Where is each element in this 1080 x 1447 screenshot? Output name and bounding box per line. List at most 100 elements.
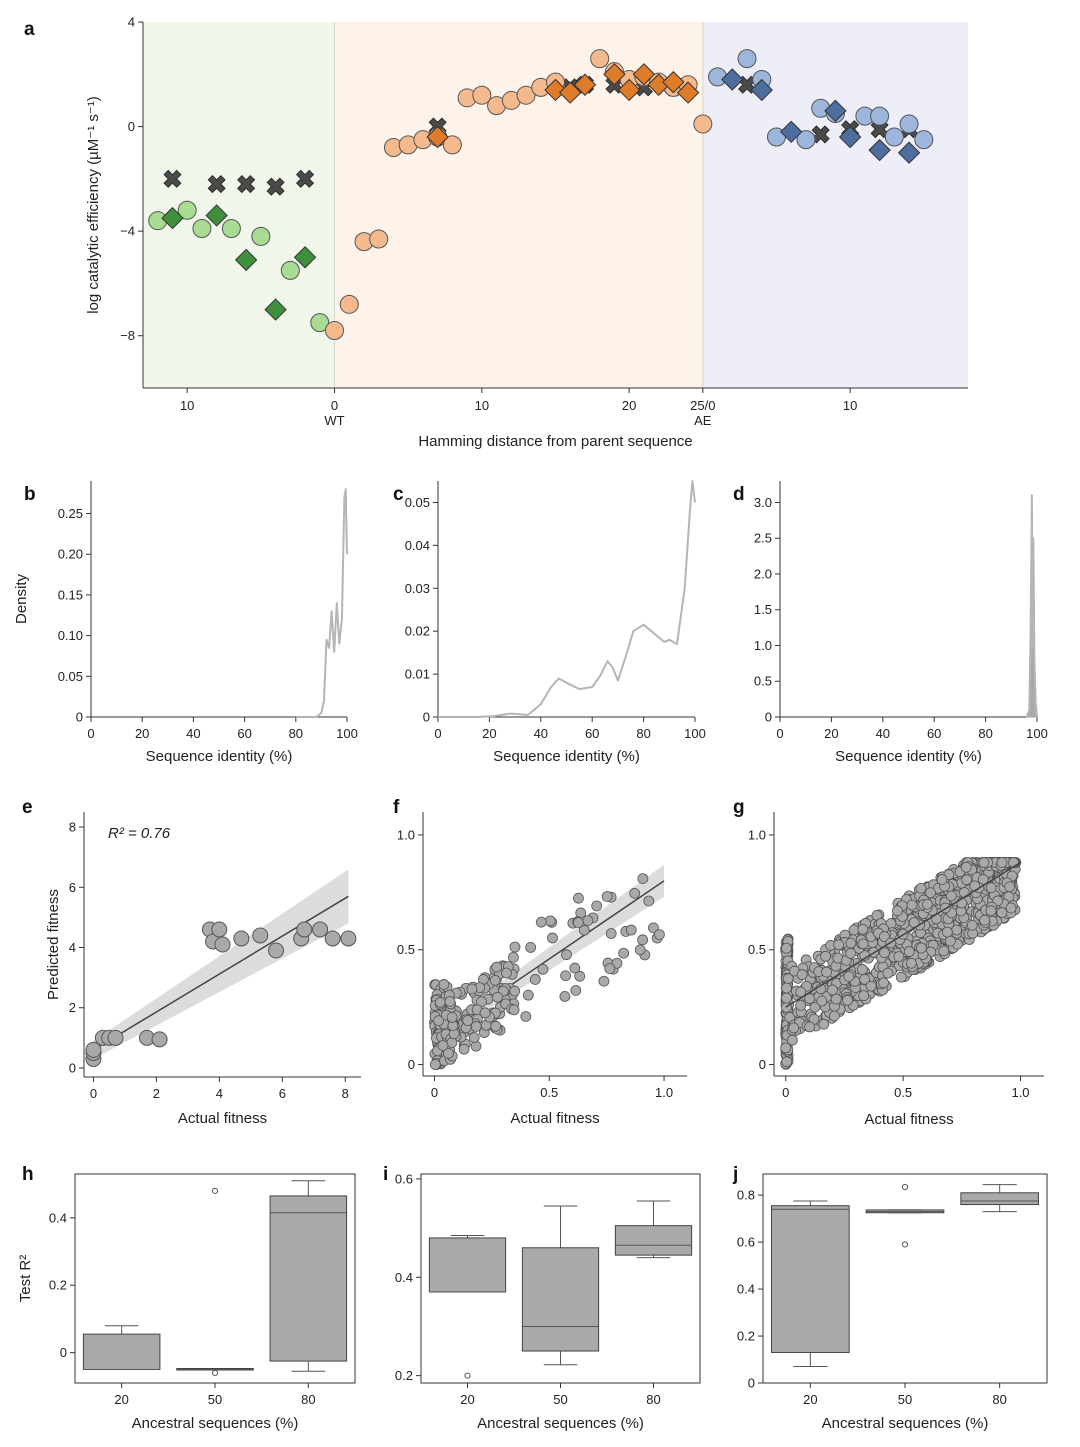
data-point-e — [151, 1031, 168, 1048]
x-tick-label-d: 80 — [978, 726, 992, 741]
data-point-g — [996, 907, 1008, 918]
data-point-f — [559, 990, 571, 1002]
x-tick-label-g: 1.0 — [1011, 1085, 1029, 1100]
data-point-f — [520, 1011, 532, 1022]
data-point-f — [629, 887, 641, 899]
data-point-f — [625, 924, 637, 936]
data-point-f — [598, 975, 610, 987]
y-tick-label-h: 0 — [60, 1345, 67, 1360]
point-diamond — [161, 206, 184, 230]
data-point-e — [252, 927, 269, 944]
y-tick-label-b: 0.05 — [58, 669, 83, 684]
data-point-f — [434, 997, 446, 1008]
data-point-f — [637, 873, 649, 885]
point-circle — [796, 130, 816, 150]
y-tick-label-j: 0.8 — [737, 1188, 755, 1203]
x-tick-label-b: 80 — [289, 726, 303, 741]
data-point-f — [637, 934, 649, 946]
data-point-f — [605, 928, 617, 939]
cross-shape — [737, 75, 757, 94]
data-point-g — [978, 857, 990, 868]
data-point-e — [312, 921, 329, 938]
x-tick-label-h: 50 — [208, 1392, 222, 1407]
x-tick-label-d: 20 — [824, 726, 838, 741]
data-point-g — [905, 957, 917, 969]
y-tick-label-c: 0.02 — [405, 624, 430, 639]
data-point-g — [804, 1021, 816, 1033]
panel-label-d: d — [733, 484, 745, 505]
x-tick-label-e: 2 — [153, 1086, 160, 1101]
data-point-f — [643, 895, 655, 907]
outlier-j — [901, 1183, 909, 1190]
data-point-f — [508, 1004, 520, 1016]
data-point-f — [574, 970, 586, 982]
x-tick-label-a: 25/0 — [690, 398, 715, 413]
point-diamond — [750, 78, 773, 102]
data-point-f — [429, 1059, 441, 1070]
x-tick-label-c: 20 — [482, 726, 496, 741]
point-diamond — [234, 248, 258, 272]
data-point-e — [107, 1029, 124, 1046]
y-tick-label-a: 0 — [128, 119, 135, 134]
x-tick-label-h: 80 — [301, 1392, 315, 1407]
y-tick-label-d: 1.0 — [754, 638, 772, 653]
data-point-f — [578, 924, 590, 936]
data-point-f — [547, 932, 558, 944]
x-tick-label-d: 40 — [876, 726, 890, 741]
data-point-f — [569, 962, 581, 974]
data-point-g — [796, 969, 808, 981]
point-cross — [237, 175, 256, 194]
x-tick-label-c: 0 — [434, 726, 441, 741]
data-point-g — [842, 994, 853, 1006]
data-point-g — [858, 990, 869, 1002]
x-axis-label-j: Ancestral sequences (%) — [822, 1415, 989, 1432]
data-point-f — [438, 979, 450, 990]
data-point-f — [458, 1043, 470, 1055]
point-circle — [914, 130, 934, 150]
data-point-g — [893, 951, 905, 962]
y-axis-label-h: Test R² — [17, 1255, 34, 1303]
data-point-f — [525, 942, 537, 953]
point-diamond — [838, 125, 862, 149]
data-point-f — [573, 892, 584, 904]
x-tick-label-e: 6 — [279, 1086, 286, 1101]
point-diamond — [426, 125, 449, 149]
point-circle — [472, 85, 492, 105]
box-j — [960, 1192, 1039, 1206]
data-point-f — [509, 941, 521, 953]
data-point-e — [268, 942, 285, 959]
data-point-g — [828, 1010, 840, 1022]
data-point-f — [462, 1015, 474, 1026]
point-circle — [192, 219, 212, 239]
x-tick-label-d: 100 — [1026, 726, 1048, 741]
data-point-f — [611, 957, 623, 969]
y-tick-label-i: 0.6 — [395, 1171, 413, 1186]
x-tick-label-f: 0.5 — [540, 1085, 558, 1100]
point-circle — [693, 114, 713, 134]
data-point-f — [572, 917, 584, 928]
y-tick-label-d: 3.0 — [754, 495, 772, 510]
x-tick-label-a: 10 — [843, 398, 857, 413]
data-point-f — [479, 1007, 491, 1019]
outlier-h — [211, 1369, 219, 1376]
x-tick-label-g: 0 — [782, 1085, 789, 1100]
y-tick-label-g: 1.0 — [748, 827, 766, 842]
y-tick-label-g: 0 — [759, 1057, 766, 1072]
point-cross — [737, 75, 757, 94]
data-point-f — [507, 951, 519, 963]
data-point-e — [340, 930, 357, 947]
data-point-g — [843, 971, 855, 982]
point-circle — [280, 260, 300, 280]
data-point-g — [891, 905, 903, 917]
data-point-g — [857, 923, 869, 935]
x-tick-label-b: 100 — [336, 726, 358, 741]
point-circle — [221, 219, 241, 239]
data-point-g — [996, 857, 1008, 868]
data-point-g — [879, 947, 890, 959]
data-point-g — [795, 986, 807, 998]
panel-label-a: a — [24, 19, 35, 40]
box-h — [269, 1195, 348, 1362]
data-point-g — [916, 942, 927, 954]
point-cross — [296, 169, 315, 188]
y-tick-label-d: 2.5 — [754, 531, 772, 546]
